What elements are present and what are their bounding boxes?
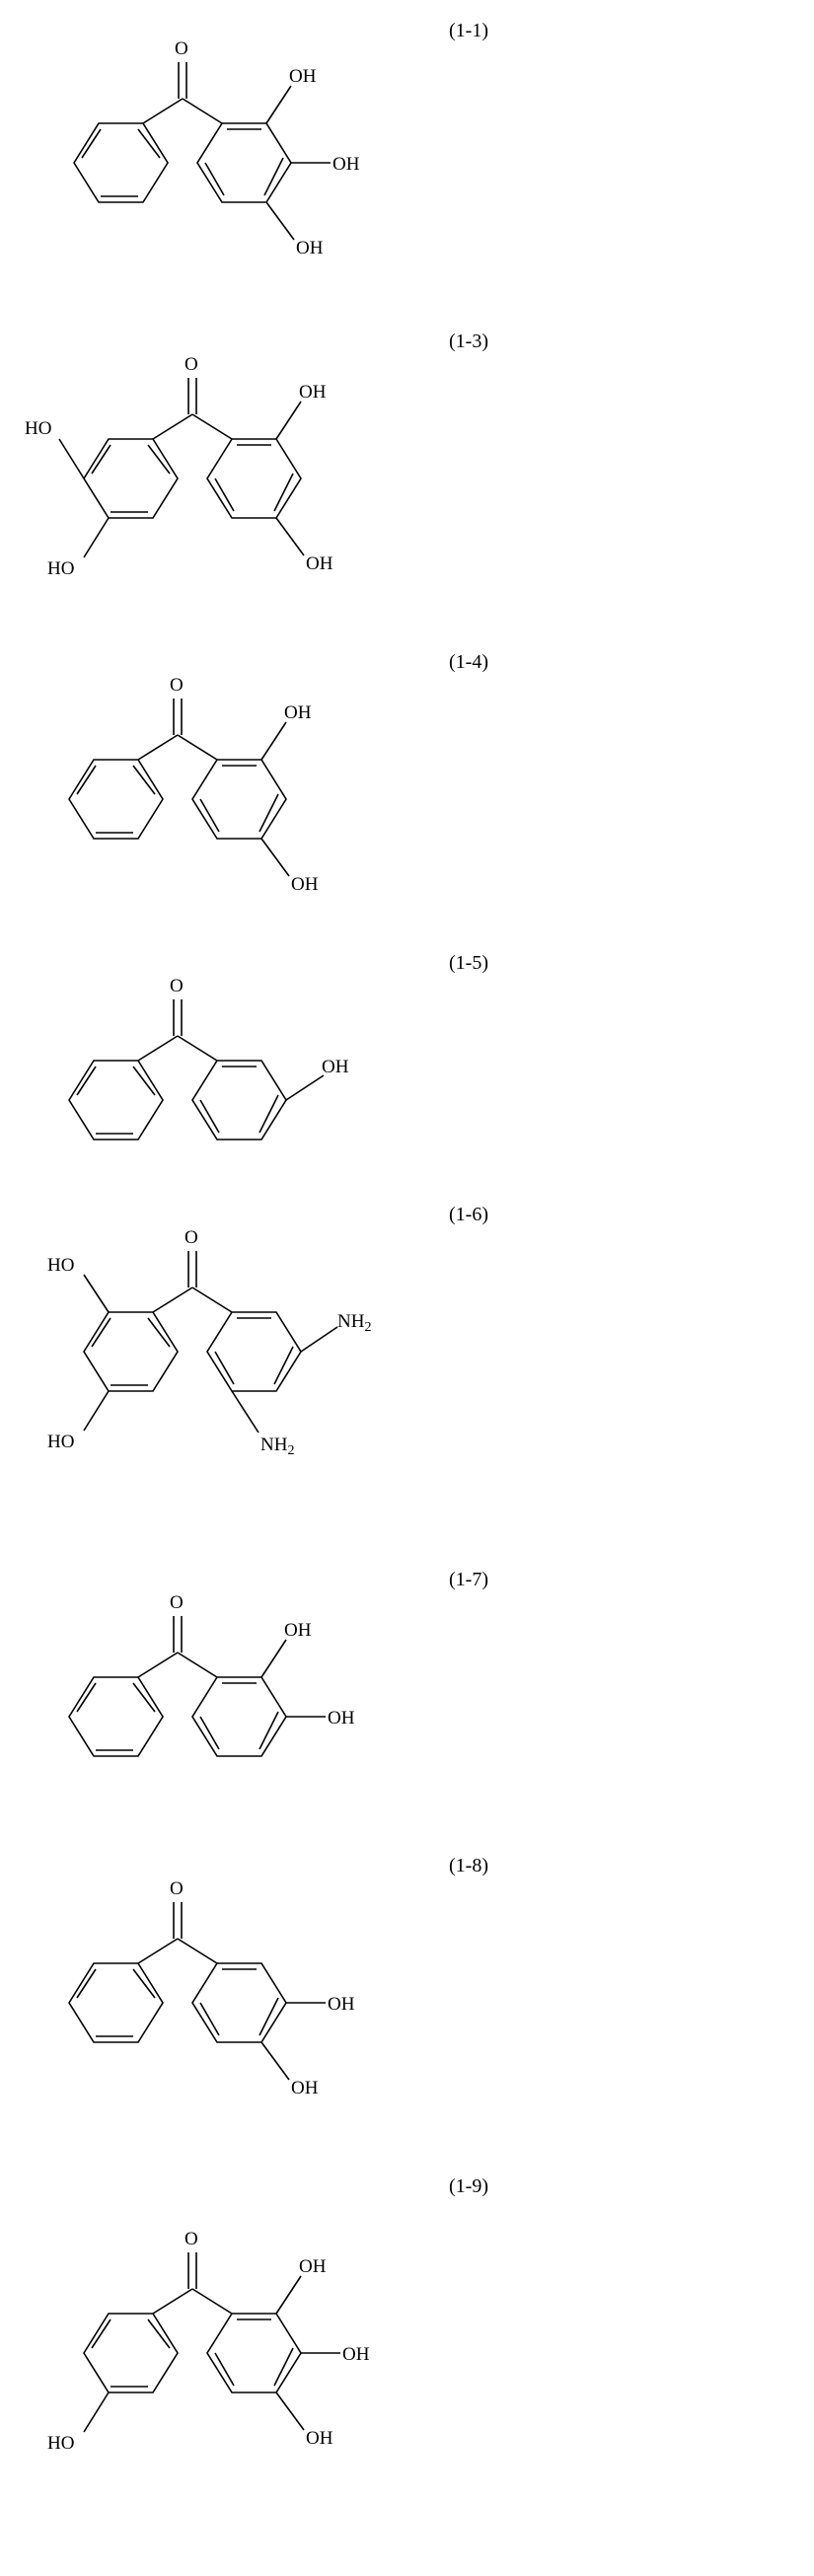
svg-text:OH: OH (322, 1057, 349, 1077)
label-1-3: (1-3) (449, 331, 488, 353)
svg-text:OH: OH (333, 154, 360, 175)
molecule-1-4: O OH OH (49, 661, 345, 927)
label-1-1: (1-1) (449, 20, 488, 42)
svg-text:OH: OH (291, 874, 319, 895)
svg-text:HO: HO (47, 1432, 74, 1452)
svg-text:NH2: NH2 (260, 1435, 294, 1458)
svg-text:OH: OH (284, 1620, 312, 1641)
molecule-1-6: O HO HO NH2 NH2 (20, 1214, 385, 1539)
svg-text:O: O (185, 2229, 198, 2249)
molecule-1-3: O HO HO OH OH (20, 340, 365, 622)
svg-text:HO: HO (25, 418, 51, 439)
svg-text:O: O (170, 976, 184, 996)
label-1-5: (1-5) (449, 952, 488, 975)
molecule-1-9: O HO OH OH OH (30, 2215, 385, 2501)
molecule-1-5: O OH (49, 962, 355, 1169)
svg-text:O: O (170, 1878, 184, 1899)
svg-text:O: O (175, 38, 188, 59)
svg-text:OH: OH (284, 702, 312, 723)
label-1-6: (1-6) (449, 1204, 488, 1226)
label-1-9: (1-9) (449, 2175, 488, 2198)
svg-text:O: O (170, 1592, 184, 1613)
svg-text:OH: OH (328, 1708, 355, 1729)
svg-text:OH: OH (291, 2078, 319, 2098)
svg-text:HO: HO (47, 2433, 74, 2454)
svg-text:OH: OH (306, 2428, 333, 2449)
molecule-1-7: O OH OH (49, 1579, 355, 1796)
label-1-8: (1-8) (449, 1855, 488, 1877)
svg-text:O: O (185, 354, 198, 375)
molecule-1-8: O OH OH (49, 1865, 355, 2126)
svg-text:OH: OH (306, 553, 333, 574)
svg-text:OH: OH (299, 2256, 327, 2277)
label-1-4: (1-4) (449, 651, 488, 674)
molecule-1-1: O OH OH OH (54, 25, 360, 281)
svg-text:HO: HO (47, 558, 74, 579)
svg-text:NH2: NH2 (337, 1311, 371, 1335)
svg-text:OH: OH (296, 238, 324, 258)
label-1-7: (1-7) (449, 1569, 488, 1591)
svg-text:O: O (170, 675, 184, 696)
svg-text:HO: HO (47, 1255, 74, 1276)
svg-text:OH: OH (342, 2344, 370, 2365)
svg-text:O: O (185, 1227, 198, 1248)
svg-text:OH: OH (299, 382, 327, 403)
svg-text:OH: OH (328, 1994, 355, 2015)
svg-text:OH: OH (289, 66, 317, 87)
